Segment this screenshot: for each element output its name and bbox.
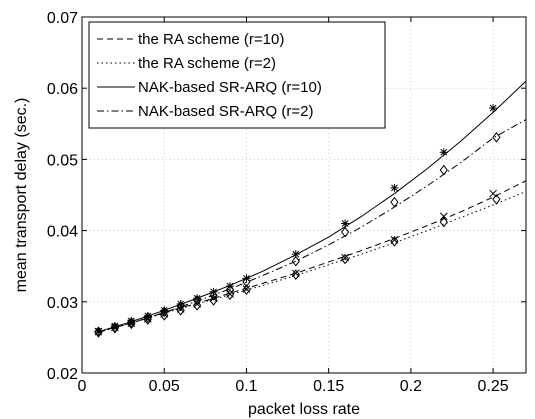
data-point	[225, 289, 235, 300]
data-point	[225, 284, 235, 296]
data-point	[242, 276, 251, 288]
marker-stroke	[292, 250, 300, 258]
x-tick-label: 0.1	[235, 378, 257, 395]
data-point	[492, 132, 501, 143]
data-point	[94, 326, 103, 338]
series-line	[98, 119, 527, 333]
marker-shape	[176, 305, 185, 316]
series-line	[98, 80, 527, 333]
data-point	[242, 284, 251, 296]
axis-ticks: 0 0.05 0.1 0.15 0.2 0.25 0.02 0.03 0.04 0.05 0.06 0…	[47, 10, 526, 395]
marker-shape	[242, 284, 251, 296]
data-point	[439, 212, 448, 221]
marker-shape	[439, 216, 448, 228]
marker-shape	[160, 306, 169, 318]
marker-shape	[110, 322, 120, 333]
series-layer	[94, 80, 527, 338]
data-point	[492, 193, 501, 205]
data-point	[390, 235, 399, 247]
marker-shape	[143, 312, 152, 323]
y-axis-label: mean transport delay (sec.)	[13, 98, 30, 293]
marker-shape	[192, 295, 202, 306]
data-point	[160, 306, 169, 318]
marker-shape	[291, 269, 300, 281]
data-point	[341, 219, 350, 228]
marker-stroke	[489, 104, 497, 112]
marker-shape	[439, 164, 448, 176]
marker-shape	[340, 253, 350, 265]
data-point	[176, 305, 185, 316]
marker-stroke	[341, 220, 349, 227]
x-tick-label: 0.25	[478, 378, 509, 395]
marker-shape	[225, 289, 235, 300]
marker-shape	[127, 317, 136, 328]
plot-frame	[81, 16, 527, 374]
y-tick-label: 0.04	[47, 224, 78, 241]
data-point	[390, 183, 399, 192]
marker-shape	[492, 132, 501, 143]
legend-box	[88, 21, 386, 129]
legend-entry: NAK-based SR-ARQ (r=2)	[138, 103, 313, 120]
data-point	[143, 312, 152, 323]
marker-shape	[192, 300, 202, 311]
marker-stroke	[440, 148, 448, 156]
marker-stroke	[160, 306, 168, 314]
marker-stroke	[489, 189, 497, 198]
marker-stroke	[209, 294, 218, 303]
data-point	[439, 216, 448, 228]
data-point	[192, 295, 202, 306]
data-point	[439, 148, 448, 157]
marker-shape	[390, 196, 399, 208]
data-point	[127, 317, 136, 328]
marker-stroke	[177, 300, 185, 308]
series-4	[94, 119, 527, 338]
data-point	[192, 300, 202, 311]
marker-shape	[225, 284, 235, 296]
data-point	[291, 269, 300, 281]
marker-shape	[242, 276, 251, 288]
data-point	[439, 164, 448, 176]
series-2	[94, 190, 527, 338]
marker-shape	[390, 235, 399, 247]
marker-stroke	[391, 184, 398, 192]
y-tick-label: 0.06	[47, 81, 78, 98]
y-tick-label: 0.05	[47, 152, 78, 169]
data-point	[110, 322, 120, 333]
marker-shape	[340, 226, 350, 238]
x-tick-label: 0.2	[400, 378, 422, 395]
x-tick-label: 0	[78, 378, 87, 395]
series-line	[98, 190, 527, 333]
data-point	[489, 104, 498, 113]
y-tick-label: 0.03	[47, 295, 78, 312]
y-tick-label: 0.07	[47, 10, 78, 27]
data-point	[209, 295, 218, 306]
marker-stroke	[193, 294, 201, 302]
marker-shape	[209, 295, 218, 306]
data-point	[291, 255, 300, 267]
marker-stroke	[127, 317, 135, 325]
marker-shape	[291, 255, 300, 267]
legend-entry: NAK-based SR-ARQ (r=10)	[138, 79, 322, 96]
data-point	[209, 290, 218, 301]
marker-shape	[492, 193, 501, 205]
data-point	[176, 300, 185, 312]
legend-entry: the RA scheme (r=2)	[138, 55, 276, 72]
marker-shape	[209, 290, 218, 301]
legend: the RA scheme (r=10) the RA scheme (r=2) N…	[88, 21, 386, 129]
legend-entry: the RA scheme (r=10)	[138, 31, 284, 48]
marker-stroke	[439, 212, 448, 221]
data-point	[390, 196, 399, 208]
marker-shape	[94, 326, 103, 338]
x-tick-label: 0.15	[313, 378, 344, 395]
y-tick-label: 0.02	[47, 366, 78, 383]
x-axis-label: packet loss rate	[248, 401, 360, 418]
data-point	[340, 226, 350, 238]
x-tick-label: 0.05	[149, 378, 180, 395]
marker-shape	[176, 300, 185, 312]
data-point	[340, 253, 350, 265]
